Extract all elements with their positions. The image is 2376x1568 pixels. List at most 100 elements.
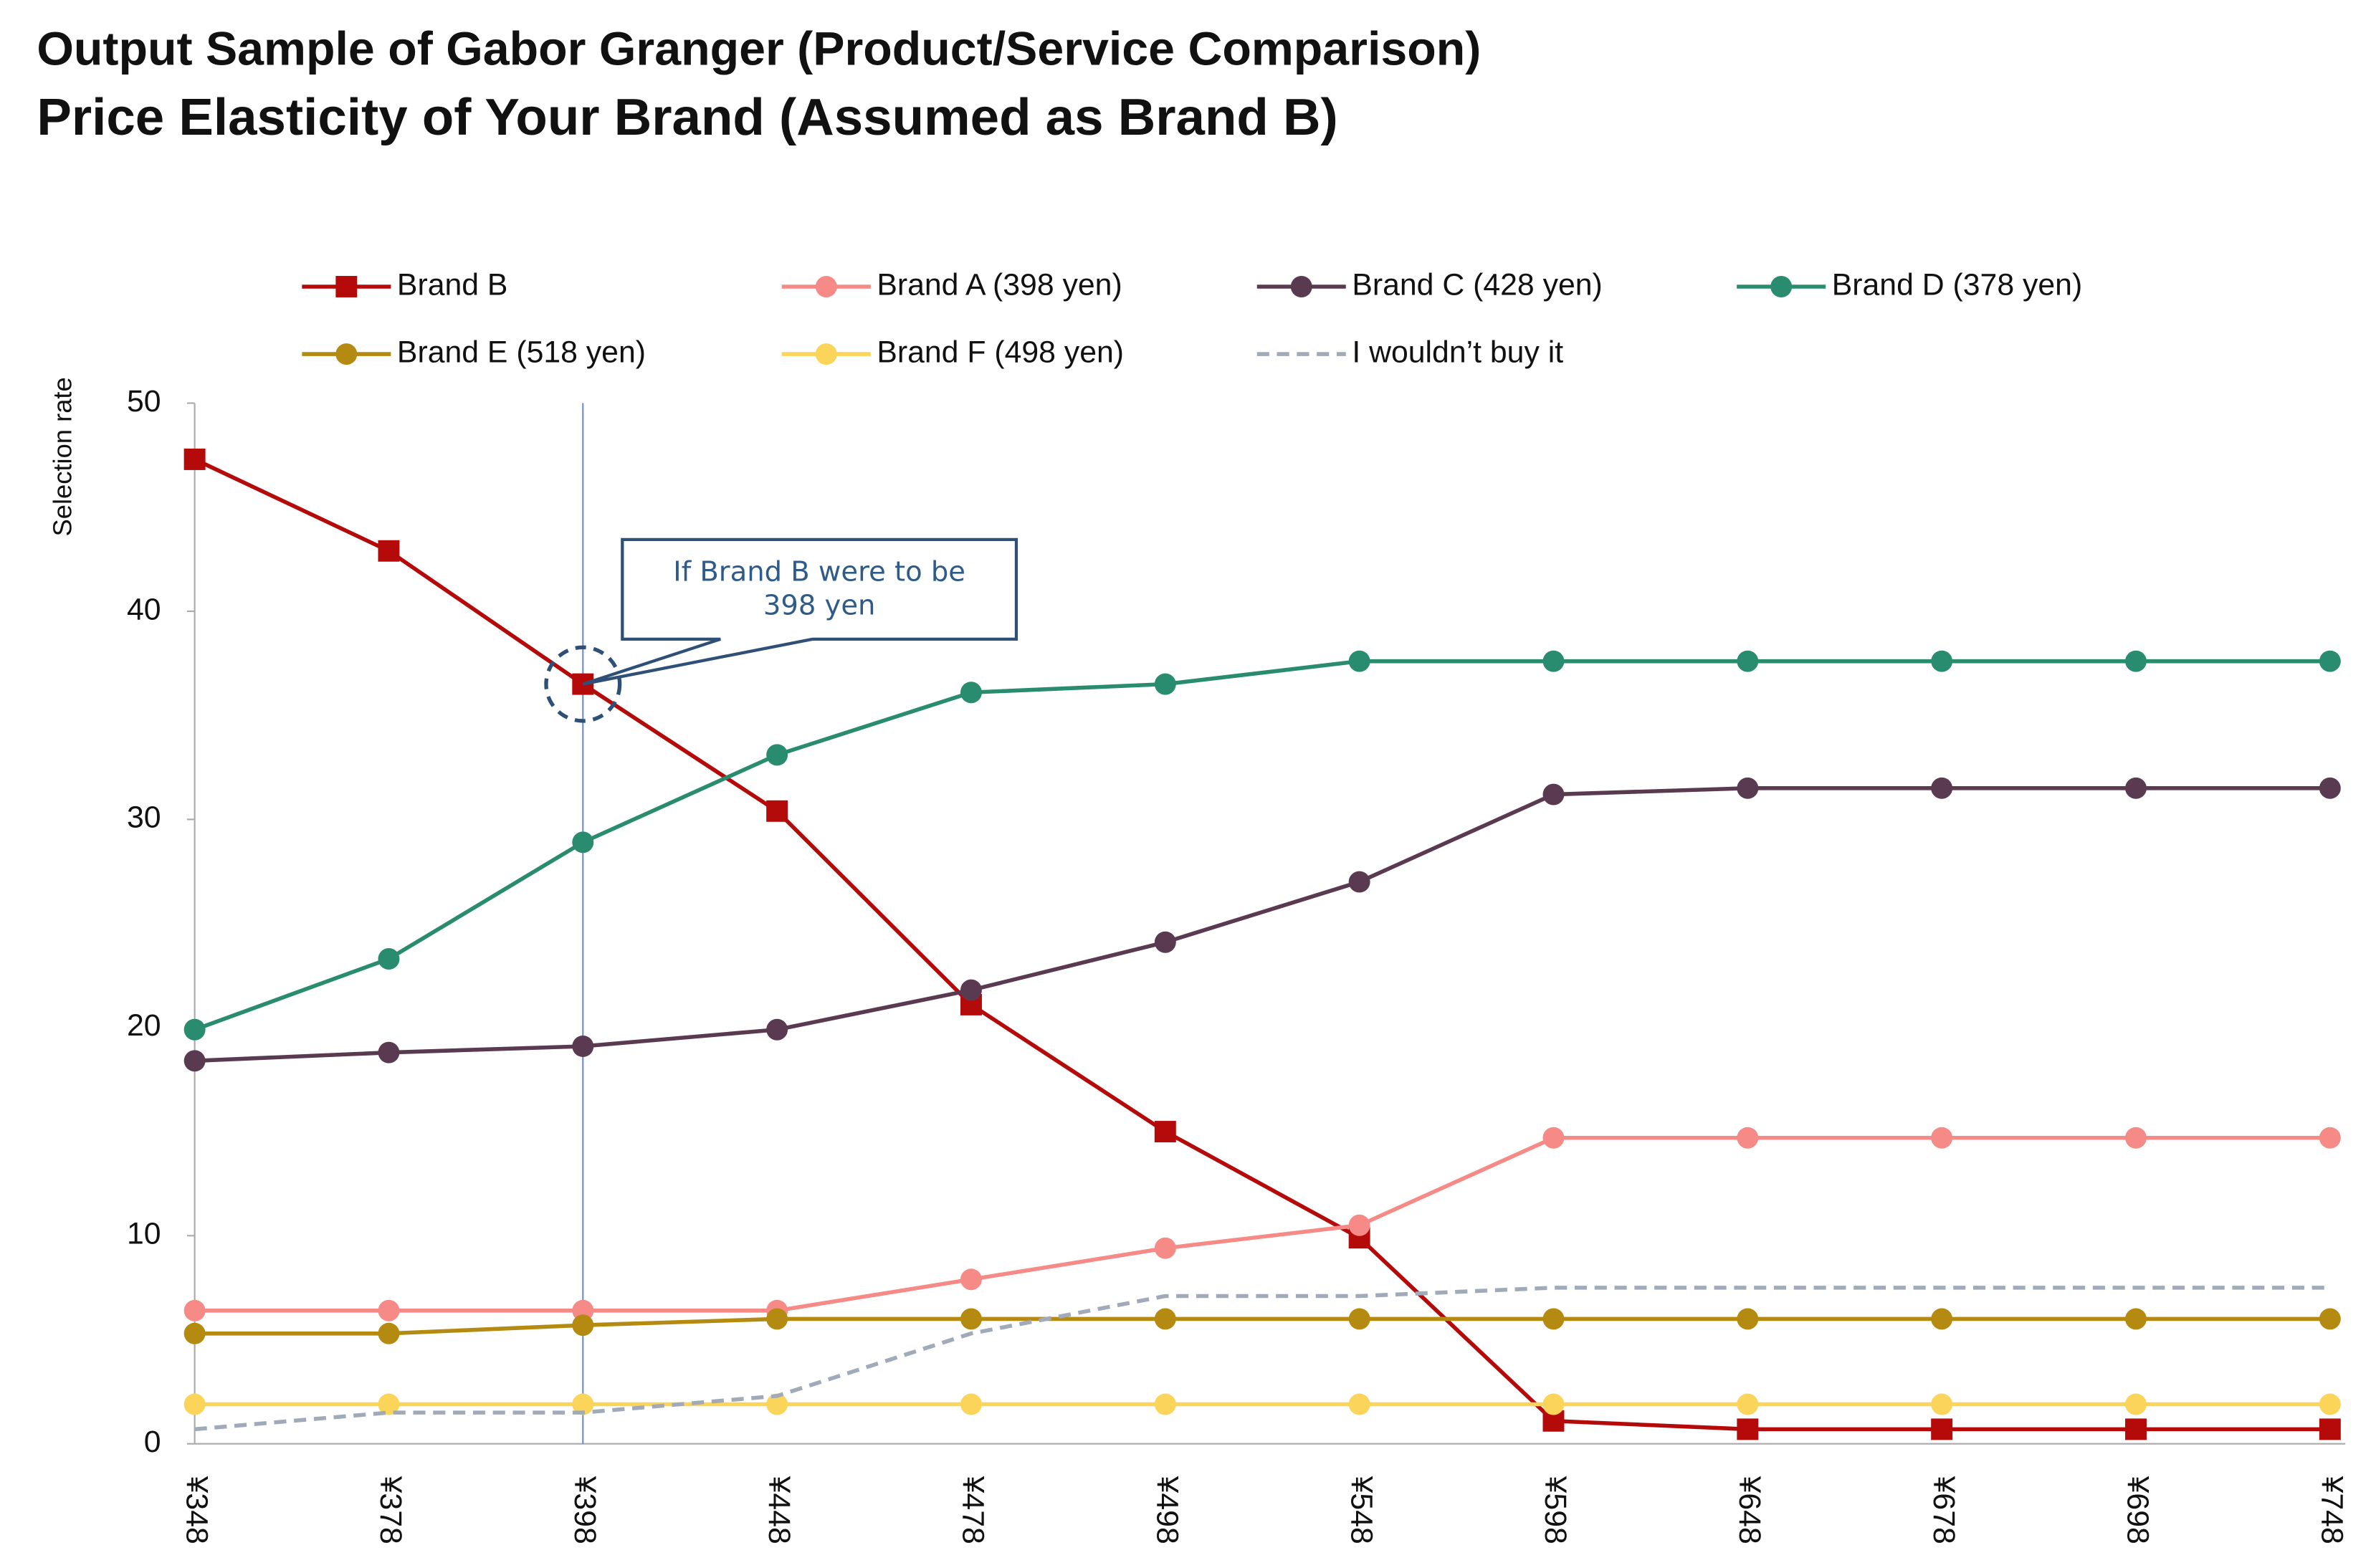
marker bbox=[960, 1268, 982, 1291]
marker bbox=[1931, 777, 1953, 799]
series-line bbox=[194, 786, 2330, 1063]
marker bbox=[183, 1322, 206, 1344]
marker bbox=[378, 1299, 400, 1321]
series-line bbox=[194, 1316, 2330, 1336]
marker bbox=[960, 682, 982, 704]
marker bbox=[766, 800, 788, 822]
marker bbox=[1348, 650, 1370, 672]
x-tick-label: ¥598 bbox=[1538, 1476, 1573, 1544]
x-tick-label: ¥348 bbox=[179, 1476, 214, 1544]
marker bbox=[572, 1393, 594, 1415]
highlight-circle bbox=[544, 645, 622, 723]
marker bbox=[2319, 1418, 2341, 1440]
x-tick-label: ¥698 bbox=[2121, 1476, 2155, 1544]
marker bbox=[183, 1393, 206, 1415]
marker bbox=[766, 1308, 788, 1330]
x-tick-label: ¥448 bbox=[762, 1476, 796, 1544]
marker bbox=[960, 1308, 982, 1330]
annotation-box: If Brand B were to be 398 yen bbox=[673, 555, 966, 622]
marker bbox=[960, 1393, 982, 1415]
marker bbox=[378, 1041, 400, 1063]
marker bbox=[2125, 650, 2147, 672]
marker bbox=[2125, 1418, 2147, 1440]
marker bbox=[1542, 1308, 1565, 1330]
marker bbox=[766, 1018, 788, 1041]
marker bbox=[2319, 1393, 2341, 1415]
marker bbox=[2319, 1308, 2341, 1330]
marker bbox=[1154, 673, 1176, 695]
marker bbox=[2125, 1393, 2147, 1415]
legend-label: Brand E (518 yen) bbox=[397, 335, 646, 369]
marker bbox=[1542, 1393, 1565, 1415]
y-axis-label: Selection rate bbox=[47, 377, 77, 536]
marker bbox=[1737, 1127, 1759, 1149]
marker bbox=[2125, 777, 2147, 799]
legend-marker bbox=[1290, 276, 1312, 297]
marker bbox=[2319, 777, 2341, 799]
marker bbox=[1931, 1127, 1953, 1149]
y-tick-label: 20 bbox=[127, 1008, 161, 1043]
marker bbox=[1737, 1308, 1759, 1330]
legend-label: Brand A (398 yen) bbox=[877, 267, 1122, 302]
marker bbox=[572, 1314, 594, 1337]
legend-label: Brand F (498 yen) bbox=[877, 335, 1124, 369]
marker bbox=[766, 1393, 788, 1415]
legend-marker bbox=[335, 343, 358, 365]
marker bbox=[572, 1036, 594, 1057]
y-tick-label: 40 bbox=[127, 592, 161, 626]
legend-label: Brand B bbox=[397, 267, 508, 302]
legend-label: Brand D (378 yen) bbox=[1832, 267, 2082, 302]
legend-marker bbox=[815, 343, 837, 365]
y-tick-label: 0 bbox=[144, 1425, 161, 1459]
legend-marker bbox=[1770, 276, 1793, 297]
y-tick-label: 30 bbox=[127, 800, 161, 835]
marker bbox=[183, 1018, 206, 1041]
marker bbox=[378, 948, 400, 970]
series-line bbox=[194, 457, 2330, 1432]
marker bbox=[1154, 931, 1176, 953]
marker bbox=[2125, 1308, 2147, 1330]
callout bbox=[582, 537, 1018, 686]
series-line bbox=[194, 1286, 2330, 1432]
legend-marker bbox=[335, 276, 358, 297]
marker bbox=[183, 1050, 206, 1072]
marker bbox=[1348, 871, 1370, 893]
marker bbox=[1931, 650, 1953, 672]
marker bbox=[2125, 1127, 2147, 1149]
marker bbox=[1737, 777, 1759, 799]
marker bbox=[183, 1299, 206, 1321]
y-tick-label: 10 bbox=[127, 1217, 161, 1251]
marker bbox=[1154, 1237, 1176, 1259]
x-tick-label: ¥478 bbox=[956, 1476, 991, 1544]
series-line bbox=[194, 659, 2330, 1032]
marker bbox=[1348, 1214, 1370, 1236]
marker bbox=[1737, 650, 1759, 672]
marker bbox=[1737, 1393, 1759, 1415]
legend-marker bbox=[815, 276, 837, 297]
marker bbox=[766, 744, 788, 766]
marker bbox=[378, 540, 400, 562]
marker bbox=[1542, 783, 1565, 805]
marker bbox=[1348, 1393, 1370, 1415]
x-tick-label: ¥748 bbox=[2315, 1476, 2349, 1544]
annotation-text: If Brand B were to be 398 yen bbox=[673, 555, 966, 622]
y-tick-label: 50 bbox=[127, 384, 161, 419]
marker bbox=[1737, 1418, 1759, 1440]
legend-label: I wouldn’t buy it bbox=[1352, 335, 1563, 369]
x-tick-label: ¥398 bbox=[568, 1476, 602, 1544]
marker bbox=[1154, 1121, 1176, 1143]
legend-label: Brand C (428 yen) bbox=[1352, 267, 1602, 302]
marker bbox=[960, 979, 982, 1001]
marker bbox=[1931, 1418, 1953, 1440]
chart-title: Output Sample of Gabor Granger (Product/… bbox=[37, 22, 1481, 75]
marker bbox=[183, 448, 206, 470]
marker bbox=[2319, 650, 2341, 672]
x-tick-label: ¥648 bbox=[1732, 1476, 1767, 1544]
marker bbox=[1154, 1308, 1176, 1330]
marker bbox=[1931, 1393, 1953, 1415]
chart-subtitle: Price Elasticity of Your Brand (Assumed … bbox=[37, 88, 1337, 146]
x-tick-label: ¥678 bbox=[1927, 1476, 1961, 1544]
x-tick-label: ¥378 bbox=[373, 1476, 408, 1544]
